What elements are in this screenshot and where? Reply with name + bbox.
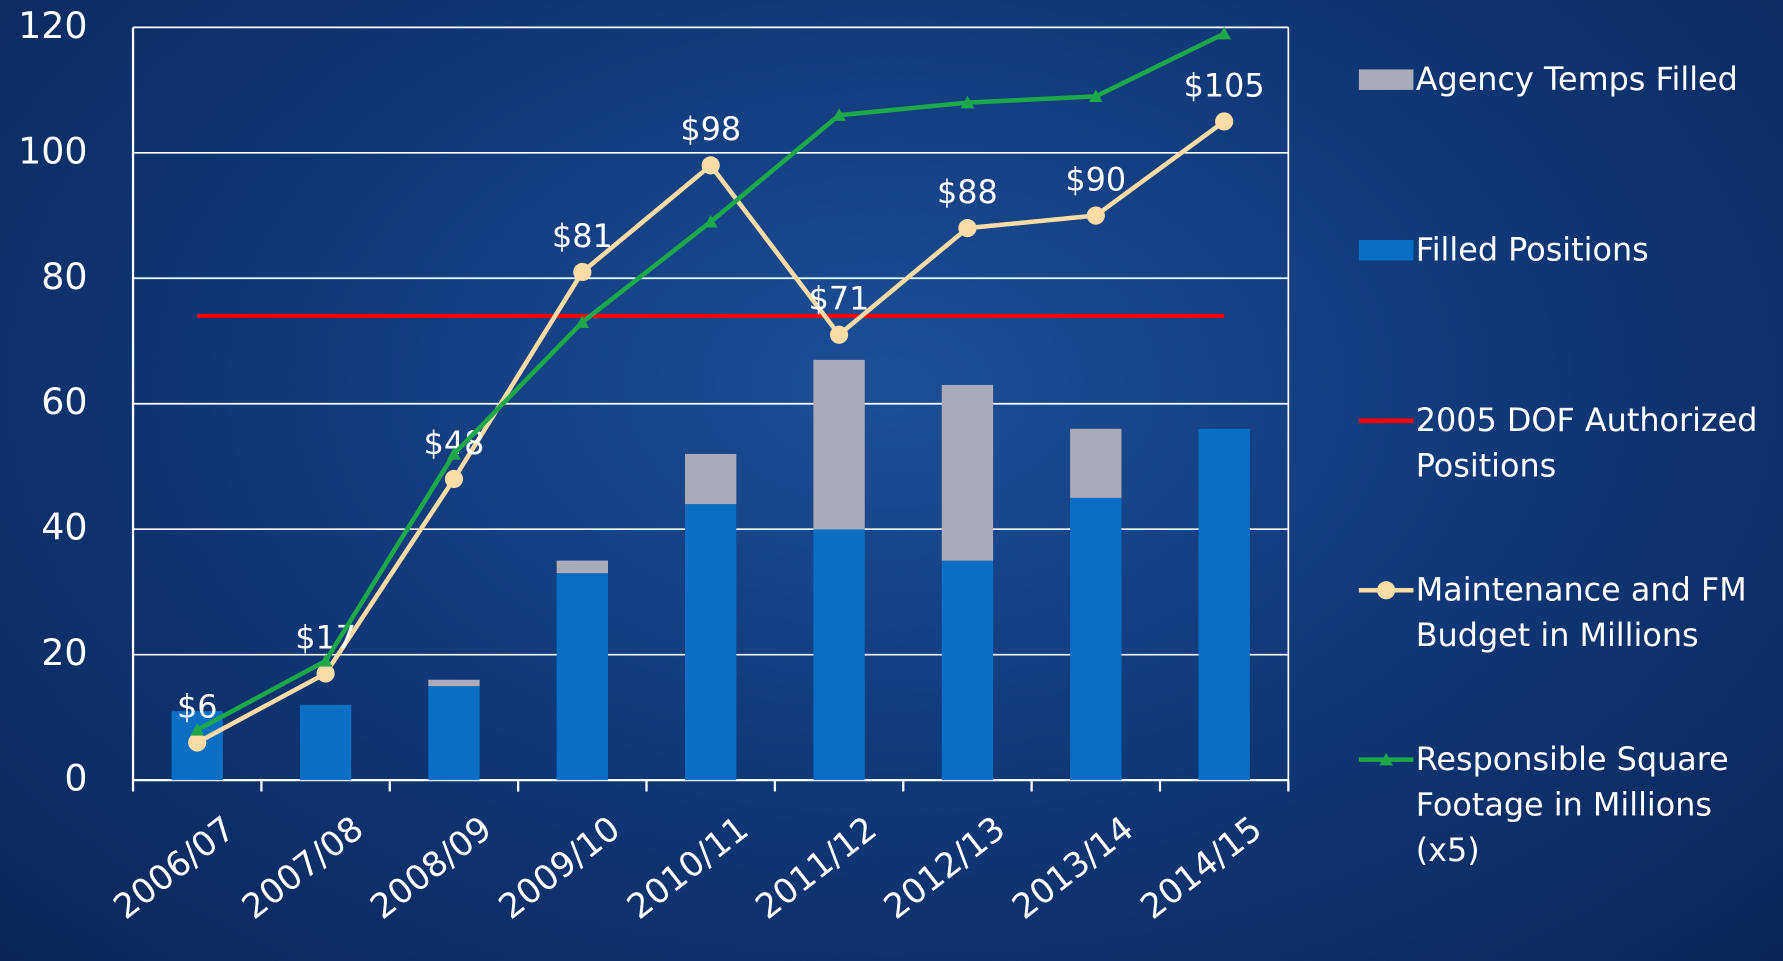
data-label: $6	[177, 687, 218, 725]
bar	[941, 384, 994, 561]
y-tick-label: 100	[18, 129, 87, 172]
point	[958, 219, 977, 238]
point	[318, 654, 333, 667]
legend-label: Agency Temps Filled	[1415, 60, 1738, 98]
legend-item: Maintenance and FM Budget in Millions	[1415, 570, 1747, 654]
point	[1088, 89, 1103, 103]
bar	[556, 573, 609, 781]
x-tick-label: 2008/09	[363, 809, 499, 928]
y-tick-label: 40	[41, 506, 87, 549]
point	[316, 664, 335, 683]
y-tick-label: 60	[41, 380, 87, 423]
y-tick-label: 120	[18, 4, 87, 47]
legend-marker	[1377, 581, 1396, 600]
bar	[1070, 428, 1122, 498]
legend-label: Responsible Square Footage in Millions (…	[1415, 740, 1729, 869]
bar	[813, 529, 865, 781]
data-label: $71	[809, 280, 870, 318]
data-label: $81	[552, 217, 613, 255]
y-tick-label: 20	[41, 631, 87, 674]
y-tick-label: 0	[64, 757, 87, 800]
x-tick-label: 2014/15	[1133, 809, 1269, 928]
point	[703, 215, 718, 228]
x-tick-label: 2012/13	[877, 809, 1013, 928]
point	[832, 108, 846, 121]
point	[1217, 26, 1231, 40]
data-label: $98	[680, 110, 741, 148]
legend-item: Agency Temps Filled	[1415, 60, 1738, 98]
x-tick-label: 2007/08	[235, 809, 371, 928]
point	[701, 156, 720, 175]
data-label: $105	[1184, 66, 1265, 104]
point	[1086, 206, 1105, 225]
legend-item: 2005 DOF Authorized Positions	[1415, 401, 1758, 485]
x-tick-label: 2013/14	[1005, 809, 1141, 928]
point	[188, 733, 207, 752]
bar	[685, 453, 737, 505]
data-label: $90	[1065, 160, 1126, 198]
x-tick-label: 2009/10	[492, 809, 628, 928]
point	[444, 469, 464, 489]
x-tick-label: 2011/12	[748, 809, 884, 928]
point	[573, 262, 592, 282]
legend-label: Maintenance and FM Budget in Millions	[1415, 570, 1747, 654]
point	[575, 315, 590, 328]
bar	[1070, 497, 1122, 781]
bar	[813, 359, 865, 530]
bar	[941, 560, 994, 781]
point	[1215, 112, 1234, 131]
legend-swatch	[1358, 239, 1414, 261]
legend-marker	[1379, 752, 1393, 766]
bar	[1198, 428, 1250, 781]
data-label: $88	[937, 173, 998, 211]
point	[829, 325, 849, 344]
bar	[685, 504, 737, 781]
point	[960, 95, 975, 109]
bar	[299, 704, 352, 781]
y-tick-label: 80	[41, 255, 87, 298]
x-tick-label: 2010/11	[620, 809, 756, 928]
point	[190, 723, 205, 736]
legend-label: Filled Positions	[1415, 230, 1649, 269]
legend-item: Filled Positions	[1415, 230, 1649, 269]
point	[447, 447, 461, 460]
bar	[556, 560, 609, 574]
bar	[428, 679, 480, 687]
bar	[428, 686, 480, 781]
legend-item: Responsible Square Footage in Millions (…	[1415, 740, 1729, 869]
legend-swatch	[1358, 69, 1414, 90]
legend-label: 2005 DOF Authorized Positions	[1415, 401, 1758, 485]
x-tick-label: 2006/07	[106, 809, 242, 928]
